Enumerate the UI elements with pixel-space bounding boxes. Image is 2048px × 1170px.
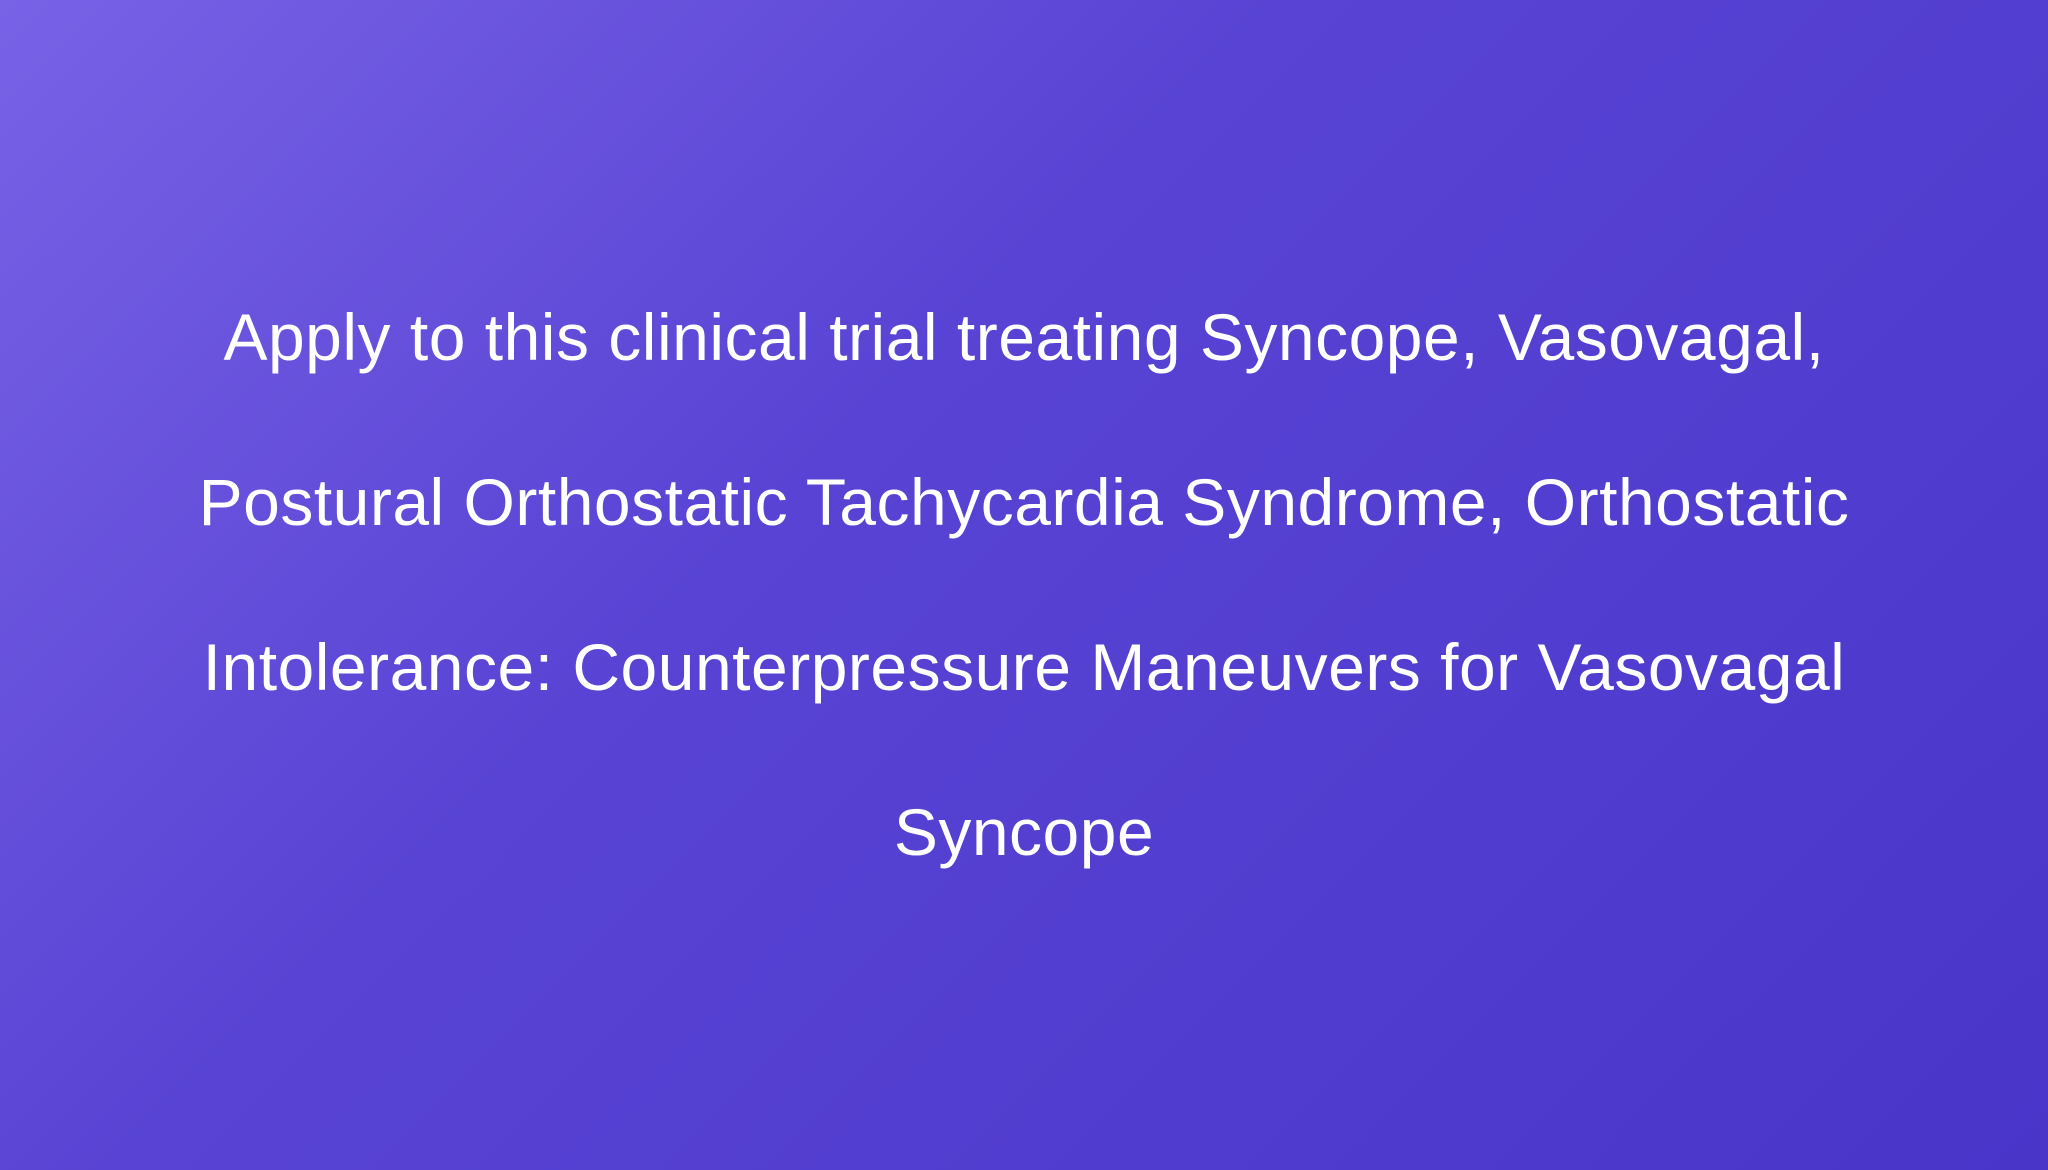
main-text: Apply to this clinical trial treating Sy… [160,255,1888,915]
gradient-background: Apply to this clinical trial treating Sy… [0,0,2048,1170]
